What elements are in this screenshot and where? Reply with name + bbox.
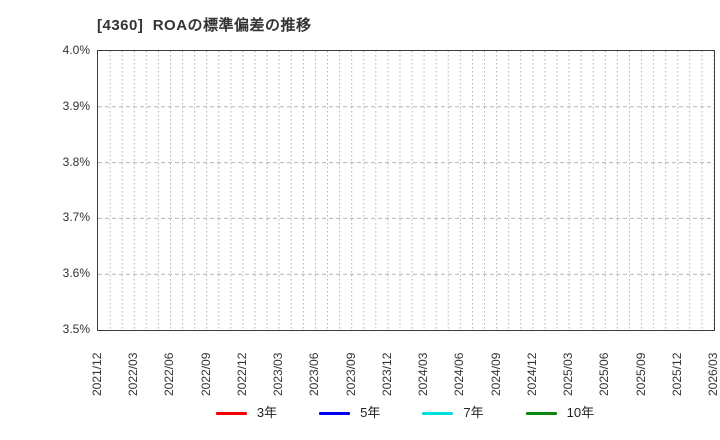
y-axis-tick-label: 3.6% xyxy=(62,266,90,281)
x-axis-tick-label: 2025/03 xyxy=(561,352,576,396)
x-axis-tick-label: 2025/09 xyxy=(633,352,648,396)
chart-title: [4360] ROAの標準偏差の推移 xyxy=(97,17,312,34)
x-axis-tick-label: 2024/12 xyxy=(524,352,539,396)
legend-line-swatch xyxy=(525,411,557,415)
y-axis-tick-label: 3.8% xyxy=(62,154,90,169)
legend-line-swatch xyxy=(215,411,247,415)
x-axis-tick-label: 2025/12 xyxy=(669,352,684,396)
x-axis-tick-label: 2024/09 xyxy=(488,352,503,396)
legend-line-swatch xyxy=(422,411,454,415)
plot-area xyxy=(97,50,715,331)
y-axis-tick-label: 3.5% xyxy=(62,322,90,336)
x-axis-tick-label: 2022/06 xyxy=(162,352,177,396)
legend-item-4: 10年 xyxy=(525,404,595,422)
x-axis-tick-label: 2026/03 xyxy=(706,352,720,396)
x-axis-tick-label: 2023/09 xyxy=(343,352,358,396)
y-axis-tick-label: 4.0% xyxy=(62,43,90,57)
x-axis-tick-label: 2021/12 xyxy=(90,352,104,396)
x-axis-tick-label: 2022/09 xyxy=(198,352,213,396)
legend-label: 10年 xyxy=(566,405,595,420)
legend-item-3: 7年 xyxy=(422,404,484,422)
x-axis-tick-label: 2023/12 xyxy=(379,352,394,396)
x-axis-tick-label: 2024/06 xyxy=(452,352,467,396)
y-axis-tick-label: 3.9% xyxy=(62,98,90,113)
x-axis-tick-label: 2023/03 xyxy=(271,352,286,396)
legend-line-swatch xyxy=(319,411,351,415)
x-axis-tick-label: 2023/06 xyxy=(307,352,322,396)
y-axis-tick-label: 3.7% xyxy=(62,210,90,225)
legend-label: 3年 xyxy=(256,405,278,420)
legend: 3年 5年 7年 10年 xyxy=(97,404,713,422)
x-axis-tick-label: 2025/06 xyxy=(597,352,612,396)
x-axis-tick-label: 2024/03 xyxy=(416,352,431,396)
legend-item-2: 5年 xyxy=(319,404,380,422)
x-axis-tick-label: 2022/12 xyxy=(234,352,249,396)
legend-label: 7年 xyxy=(463,405,484,420)
grid-lines xyxy=(98,51,714,330)
x-axis-tick-label: 2022/03 xyxy=(126,352,141,396)
legend-item-1: 3年 xyxy=(215,404,278,422)
legend-label: 5年 xyxy=(360,405,381,420)
